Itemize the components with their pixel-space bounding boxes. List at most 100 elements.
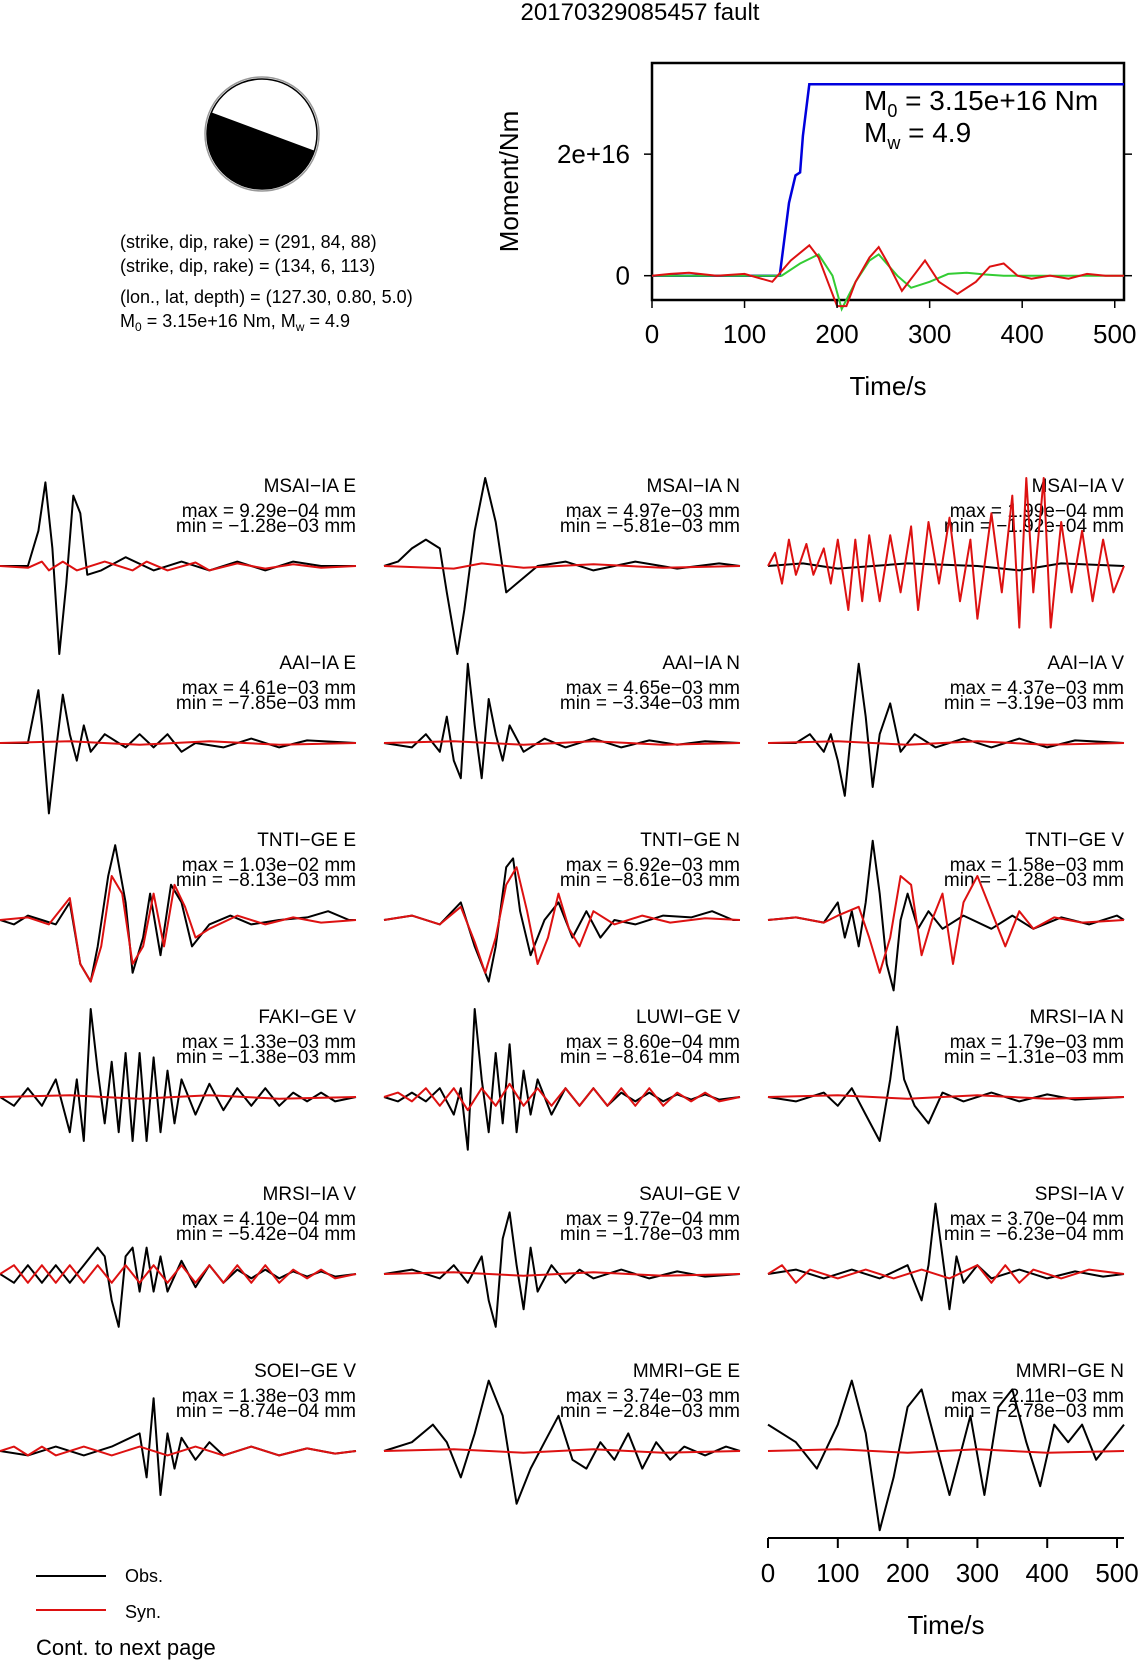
panel-min-label: min = −1.92e−04 mm: [944, 516, 1124, 537]
synthetic-trace: [767, 1094, 1125, 1100]
panel-station-label: TNTI−GE E: [257, 830, 356, 851]
panel-min-label: min = −7.85e−03 mm: [176, 693, 356, 714]
continuation-note: Cont. to next page: [36, 1635, 216, 1660]
moment-x-tick-label: 200: [815, 319, 858, 349]
panel-max-label: max = 1.03e−02 mm: [182, 855, 356, 876]
panel-station-label: MMRI−GE N: [1016, 1361, 1124, 1382]
observed-trace: [383, 1379, 741, 1505]
synthetic-trace: [383, 740, 741, 746]
panel-max-label: max = 1.58e−03 mm: [950, 855, 1124, 876]
panel-max-label: max = 4.65e−03 mm: [566, 678, 740, 699]
beachball-compression: [207, 110, 317, 189]
panel-max-label: max = 3.74e−03 mm: [566, 1386, 740, 1407]
panel-station-label: MRSI−IA N: [1030, 1007, 1125, 1028]
moment-y-tick-label: 0: [616, 261, 630, 291]
waveform-x-tick-label: 100: [816, 1558, 859, 1588]
panel-station-label: MRSI−IA V: [263, 1184, 357, 1205]
moment-annotation-mw: Mw = 4.9: [864, 117, 971, 153]
panel-max-label: max = 3.70e−04 mm: [950, 1209, 1124, 1230]
panel-station-label: SOEI−GE V: [254, 1361, 356, 1382]
panel-min-label: min = −6.23e−04 mm: [944, 1224, 1124, 1245]
waveform-x-label: Time/s: [907, 1610, 984, 1640]
panel-station-label: AAI−IA E: [279, 653, 356, 674]
observed-trace: [767, 1379, 1125, 1532]
panel-min-label: min = −1.38e−03 mm: [176, 1047, 356, 1068]
moment-rate-plot: 0 100 200 300 400 500 0 2e+16 Time/s Moment/Nm M0 …: [494, 61, 1136, 401]
panel-station-label: LUWI−GE V: [636, 1007, 740, 1028]
panel-min-label: min = −5.81e−03 mm: [560, 516, 740, 537]
panel-min-label: min = −1.28e−03 mm: [944, 870, 1124, 891]
observed-trace: [383, 477, 741, 655]
mechanism-info: (strike, dip, rake) = (291, 84, 88) (str…: [120, 232, 413, 334]
moment-series-red: [651, 243, 1124, 308]
panel-max-label: max = 4.37e−03 mm: [950, 678, 1124, 699]
panel-station-label: TNTI−GE N: [640, 830, 740, 851]
panel-min-label: min = −1.31e−03 mm: [944, 1047, 1124, 1068]
panel-max-label: max = 4.97e−03 mm: [566, 501, 740, 522]
moment-series-blue: [652, 83, 1124, 277]
panel-station-label: MSAI−IA V: [1032, 476, 1125, 497]
synthetic-trace: [0, 1445, 357, 1457]
synthetic-trace: [0, 1094, 357, 1100]
waveform-x-tick-label: 200: [886, 1558, 929, 1588]
panel-min-label: min = −2.78e−03 mm: [944, 1401, 1124, 1422]
panel-min-label: min = −8.61e−04 mm: [560, 1047, 740, 1068]
synthetic-trace: [767, 740, 1125, 746]
panel-min-label: min = −5.42e−04 mm: [176, 1224, 356, 1245]
beachball: [204, 76, 320, 192]
moment-y-tick-label: 2e+16: [557, 139, 630, 169]
synthetic-trace: [0, 1264, 357, 1284]
synthetic-trace: [383, 562, 741, 570]
moment-x-label: Time/s: [849, 371, 926, 401]
observed-trace: [383, 662, 741, 780]
panel-max-label: max = 4.10e−04 mm: [182, 1209, 356, 1230]
panel-max-label: max = 6.92e−03 mm: [566, 855, 740, 876]
legend: Obs. Syn.: [36, 1566, 163, 1622]
moment-annotation-m0: M0 = 3.15e+16 Nm: [864, 85, 1098, 121]
panel-max-label: max = 9.77e−04 mm: [566, 1209, 740, 1230]
panel-station-label: AAI−IA N: [662, 653, 740, 674]
waveform-x-tick-label: 500: [1095, 1558, 1138, 1588]
source-location: (lon., lat, depth) = (127.30, 0.80, 5.0): [120, 287, 413, 307]
synthetic-trace: [767, 477, 1125, 629]
synthetic-trace: [767, 1448, 1125, 1454]
nodal-plane-1: (strike, dip, rake) = (291, 84, 88): [120, 232, 377, 252]
waveform-x-tick-label: 0: [761, 1558, 775, 1588]
moment-x-tick-label: 500: [1093, 319, 1136, 349]
moment-summary: M0 = 3.15e+16 Nm, Mw = 4.9: [120, 311, 350, 334]
panel-max-label: max = 1.79e−03 mm: [950, 1032, 1124, 1053]
moment-x-tick-label: 0: [645, 319, 659, 349]
moment-plot-frame: [650, 61, 1126, 302]
panel-max-label: max = 1.38e−03 mm: [182, 1386, 356, 1407]
moment-x-tick-label: 400: [1001, 319, 1044, 349]
panel-station-label: MSAI−IA N: [647, 476, 740, 497]
legend-syn-label: Syn.: [125, 1602, 161, 1622]
synthetic-trace: [0, 740, 357, 746]
observed-trace: [383, 1008, 741, 1151]
panel-min-label: min = −3.34e−03 mm: [560, 693, 740, 714]
panel-station-label: MMRI−GE E: [633, 1361, 740, 1382]
panel-max-label: max = 9.29e−04 mm: [182, 501, 356, 522]
moment-x-tick-label: 100: [723, 319, 766, 349]
panel-min-label: min = −8.61e−03 mm: [560, 870, 740, 891]
panel-station-label: SPSI−IA V: [1035, 1184, 1125, 1205]
observed-trace: [767, 1025, 1125, 1142]
synthetic-trace: [767, 875, 1125, 974]
observed-trace: [0, 1246, 357, 1328]
observed-trace: [767, 562, 1125, 572]
figure-title: 20170329085457 fault: [521, 0, 760, 26]
synthetic-trace: [0, 560, 357, 572]
panel-max-label: max = 8.60e−04 mm: [566, 1032, 740, 1053]
